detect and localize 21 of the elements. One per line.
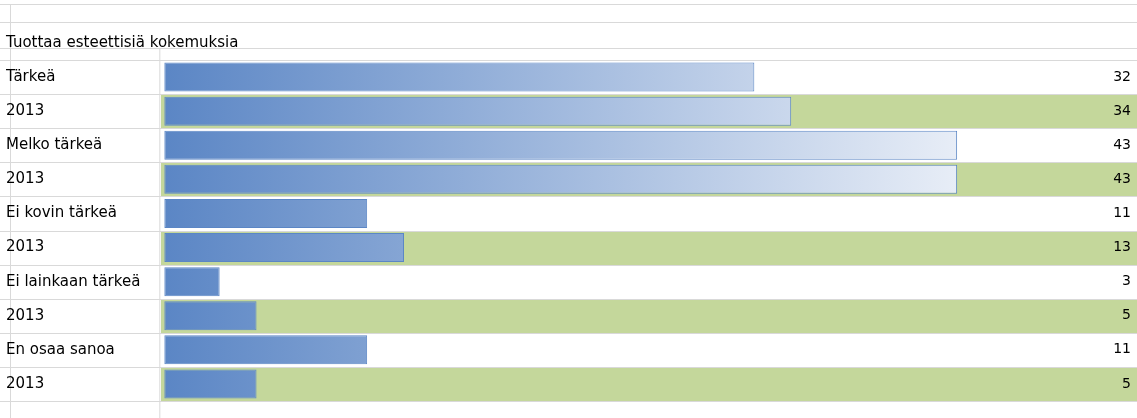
y-tick-label: Ei lainkaan tärkeä bbox=[6, 271, 141, 290]
data-label: 11 bbox=[1113, 204, 1131, 221]
y-tick-label: 2013 bbox=[6, 373, 45, 392]
data-label: 11 bbox=[1113, 340, 1131, 357]
data-label: 13 bbox=[1113, 238, 1131, 255]
data-label: 43 bbox=[1113, 135, 1131, 152]
y-tick-label: 2013 bbox=[6, 237, 45, 256]
y-tick-label: Ei kovin tärkeä bbox=[6, 203, 117, 222]
y-tick-label: En osaa sanoa bbox=[6, 339, 115, 358]
data-label: 5 bbox=[1122, 374, 1131, 391]
y-tick-label: Tärkeä bbox=[5, 66, 56, 85]
y-tick-label: Melko tärkeä bbox=[6, 135, 103, 154]
data-label: 5 bbox=[1122, 306, 1131, 323]
data-label: 3 bbox=[1122, 272, 1131, 289]
y-tick-label: 2013 bbox=[6, 169, 45, 188]
y-tick-label: 2013 bbox=[6, 101, 45, 120]
y-tick-label: 2013 bbox=[6, 305, 45, 324]
data-label: 32 bbox=[1113, 67, 1131, 84]
chart-title: Tuottaa esteettisiä kokemuksia bbox=[5, 32, 239, 51]
data-label: 43 bbox=[1113, 169, 1131, 186]
data-label: 34 bbox=[1113, 101, 1132, 118]
